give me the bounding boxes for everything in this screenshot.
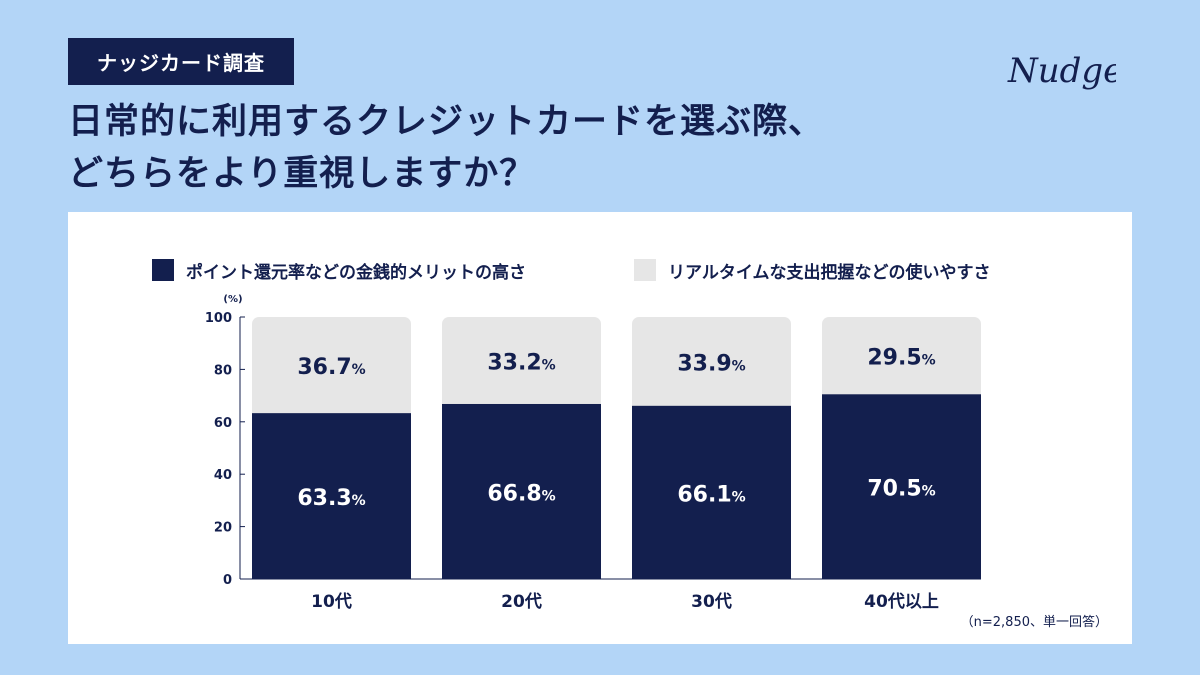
bar-segment-usability [822, 317, 981, 401]
x-category-label: 20代 [501, 591, 542, 612]
y-tick-label: 40 [214, 468, 232, 483]
data-label-usability: 29.5% [867, 346, 935, 371]
logo-wordmark: Nudge [1007, 51, 1116, 91]
data-label-unit: % [542, 488, 556, 504]
y-tick-label: 0 [223, 573, 232, 588]
legend-swatch-monetary [152, 259, 174, 281]
data-label-unit: % [542, 357, 556, 373]
y-tick-label: 80 [214, 363, 232, 378]
x-category-label: 10代 [311, 591, 352, 612]
data-label-usability: 33.9% [677, 351, 745, 376]
survey-badge: ナッジカード調査 [68, 38, 294, 85]
y-tick-label: 20 [214, 521, 232, 536]
stacked-bar-chart: (%)02040608010036.7%63.3%10代33.2%66.8%20… [205, 294, 981, 612]
y-tick-label: 100 [205, 311, 232, 326]
nudge-logo: Nudge [1004, 40, 1123, 100]
legend-label-usability: リアルタイムな支出把握などの使いやすさ [668, 262, 991, 283]
title-line-1: 日常的に利用するクレジットカードを選ぶ際、 [68, 102, 825, 142]
legend-item-usability: リアルタイムな支出把握などの使いやすさ [634, 258, 991, 283]
data-label-monetary: 66.1% [677, 482, 745, 507]
x-category-label: 40代以上 [864, 591, 939, 612]
title-line-2: どちらをより重視しますか？ [68, 154, 536, 194]
data-label-unit: % [922, 353, 936, 369]
bar-segment-monetary [252, 413, 411, 579]
page-title: 日常的に利用するクレジットカードを選ぶ際、 どちらをより重視しますか？ [68, 96, 824, 200]
x-category-label: 30代 [691, 591, 732, 612]
sample-note: （n=2,850、単一回答） [960, 615, 1108, 630]
bar-segment-usability [632, 317, 791, 412]
y-axis-unit-label: (%) [223, 294, 242, 305]
legend-swatch-usability [634, 259, 656, 281]
bar-segment-monetary [822, 394, 981, 579]
legend-label-monetary: ポイント還元率などの金銭的メリットの高さ [186, 262, 526, 283]
data-label-unit: % [732, 489, 746, 505]
chart-card: ポイント還元率などの金銭的メリットの高さ リアルタイムな支出把握などの使いやすさ… [68, 212, 1132, 644]
data-label-unit: % [352, 493, 366, 509]
bar-segment-monetary [632, 405, 791, 579]
legend-item-monetary: ポイント還元率などの金銭的メリットの高さ [152, 258, 526, 283]
data-label-unit: % [922, 484, 936, 500]
data-label-unit: % [352, 362, 366, 378]
bar-segment-monetary [442, 403, 601, 579]
y-tick-label: 60 [214, 416, 232, 431]
data-label-unit: % [732, 358, 746, 374]
bar-segment-usability [252, 317, 411, 420]
bar-segment-usability [442, 317, 601, 410]
